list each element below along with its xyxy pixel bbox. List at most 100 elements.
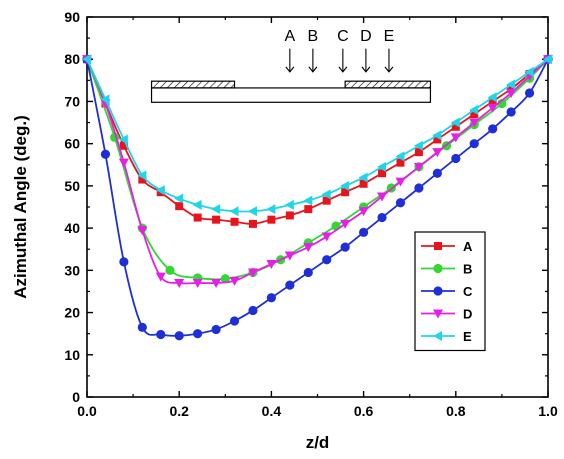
data-point-D	[395, 177, 406, 187]
y-tick-label: 40	[64, 220, 80, 236]
data-point-C	[266, 293, 276, 303]
data-point-E	[340, 180, 350, 191]
inset-arrow-label-A: A	[285, 28, 296, 45]
data-point-D	[284, 251, 295, 261]
series-layer	[82, 54, 553, 341]
y-tick-label: 50	[64, 178, 80, 194]
data-point-B	[165, 265, 175, 275]
data-point-C	[359, 227, 369, 237]
data-point-A	[285, 211, 294, 220]
data-point-C	[303, 267, 313, 278]
data-point-C	[414, 183, 424, 193]
y-tick-label: 60	[64, 136, 80, 152]
x-tick-label: 0.2	[169, 403, 189, 419]
data-point-D	[432, 148, 443, 158]
data-point-D	[155, 272, 166, 282]
y-tick-label: 30	[64, 262, 80, 278]
data-point-E	[303, 195, 313, 206]
data-point-E	[543, 54, 552, 65]
data-point-E	[377, 161, 387, 172]
data-point-E	[100, 94, 110, 105]
data-point-A	[451, 122, 460, 131]
data-point-A	[248, 219, 257, 228]
data-point-C	[285, 280, 295, 290]
data-point-D	[321, 232, 332, 242]
data-point-A	[488, 97, 497, 106]
data-point-E	[469, 104, 479, 115]
data-point-A	[175, 202, 184, 211]
inset-arrow-head-B	[308, 66, 318, 73]
ticks-layer: 0.0 0.2 0.4 0.6 0.8 1.0 0 10 20 30 40 50 60 70 80 90	[64, 9, 558, 419]
data-point-C	[156, 329, 166, 340]
legend-marker-D	[433, 309, 443, 319]
legend-marker-A	[434, 242, 442, 250]
data-point-E	[174, 193, 184, 204]
inset-arrow-head-C	[338, 66, 348, 73]
data-point-C	[248, 305, 258, 316]
data-point-D	[247, 268, 258, 278]
legend-label-A: A	[463, 239, 473, 254]
legend-marker-E	[433, 331, 442, 341]
data-point-E	[413, 140, 423, 151]
data-point-C	[100, 149, 111, 159]
inset-arrow-label-C: C	[337, 28, 349, 45]
data-point-E	[155, 185, 165, 196]
legend-label-D: D	[463, 307, 472, 322]
legend-marker-B	[433, 263, 443, 274]
data-point-A	[322, 196, 331, 205]
data-point-C	[119, 257, 129, 267]
data-point-C	[137, 322, 147, 332]
data-point-A	[433, 135, 442, 144]
data-point-D	[118, 158, 129, 168]
data-point-C	[377, 212, 387, 223]
x-tick-label: 0.4	[262, 403, 282, 419]
data-point-E	[137, 170, 147, 181]
data-point-C	[488, 124, 498, 134]
data-point-C	[506, 107, 516, 117]
data-point-C	[193, 329, 203, 339]
data-point-E	[247, 206, 257, 217]
data-point-A	[119, 141, 128, 150]
data-point-D	[450, 133, 461, 143]
data-point-C	[469, 139, 479, 149]
data-point-A	[267, 215, 276, 224]
data-point-D	[192, 279, 203, 288]
data-point-C	[229, 316, 240, 326]
legend-label-C: C	[463, 284, 473, 299]
legend-label-E: E	[463, 329, 472, 344]
data-point-C	[174, 331, 184, 341]
data-point-D	[506, 89, 517, 98]
data-point-B	[220, 274, 230, 284]
data-point-D	[340, 219, 351, 229]
data-point-A	[193, 213, 202, 222]
inset-arrow-label-D: D	[360, 28, 372, 45]
legend-marker-C	[433, 286, 443, 296]
data-point-E	[192, 199, 202, 210]
y-tick-label: 0	[72, 389, 80, 405]
data-point-A	[378, 169, 387, 178]
data-point-E	[506, 79, 516, 90]
data-point-A	[304, 205, 313, 214]
data-point-E	[395, 151, 405, 162]
data-point-B	[331, 221, 341, 231]
y-tick-label: 10	[64, 347, 80, 363]
data-point-D	[229, 276, 240, 286]
data-point-E	[450, 117, 460, 128]
data-point-C	[432, 168, 442, 178]
inset-arrow-head-A	[285, 66, 295, 73]
y-tick-label: 20	[64, 305, 80, 321]
data-point-E	[118, 134, 128, 145]
data-point-C	[395, 198, 406, 208]
data-point-A	[212, 215, 221, 224]
data-point-D	[303, 243, 314, 253]
legend-label-B: B	[463, 262, 472, 277]
y-tick-label: 70	[64, 93, 80, 109]
inset-arrow-head-D	[361, 66, 371, 73]
inset-arrow-label-B: B	[308, 28, 319, 45]
data-point-E	[266, 204, 276, 215]
data-point-C	[524, 88, 535, 98]
y-tick-label: 90	[64, 9, 80, 25]
